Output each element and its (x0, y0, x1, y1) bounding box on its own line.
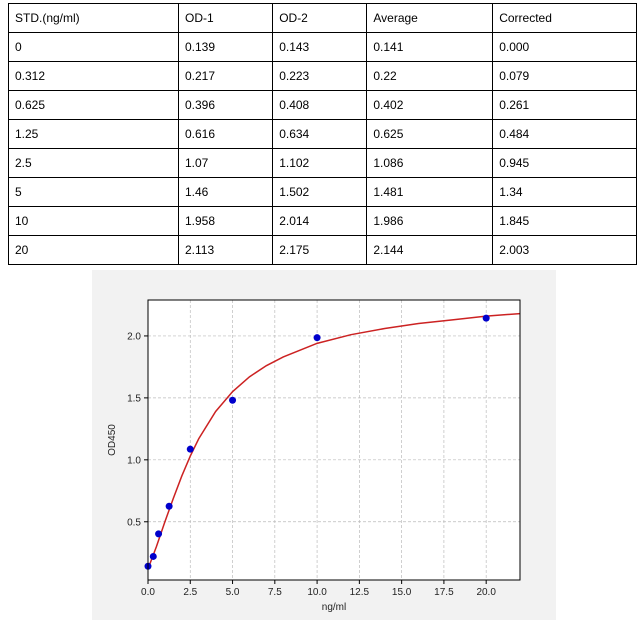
fit-curve (147, 312, 521, 570)
table-row: 0 0.139 0.143 0.141 0.000 (8, 32, 637, 62)
table-cell: 5 (8, 177, 179, 207)
table-cell: 1.845 (492, 206, 637, 236)
table-cell: 0.402 (366, 90, 494, 120)
data-table: STD.(ng/ml) OD-1 OD-2 Average Corrected 0 0.13… (8, 3, 637, 265)
x-tick-label: 0.0 (141, 587, 155, 598)
table-cell: 0.223 (272, 61, 368, 91)
table-cell: 2.175 (272, 235, 368, 265)
data-point (186, 445, 194, 453)
header-row: STD.(ng/ml) OD-1 OD-2 Average Corrected (8, 3, 637, 33)
table-cell: OD-1 (177, 3, 274, 33)
y-axis-label: OD450 (107, 424, 118, 456)
x-tick-label: 5.0 (226, 587, 240, 598)
table-cell: 1.086 (366, 148, 494, 178)
table-cell: 0.625 (366, 119, 494, 149)
y-tick-label: 0.5 (127, 517, 141, 528)
x-tick-label: 15.0 (392, 587, 412, 598)
table-cell: 1.07 (177, 148, 274, 178)
table-cell: 1.481 (366, 177, 494, 207)
x-tick-label: 12.5 (350, 587, 370, 598)
table-cell: 20 (8, 235, 179, 265)
table-cell: 0.616 (177, 119, 274, 149)
data-point (482, 314, 490, 322)
x-tick-label: 17.5 (434, 587, 454, 598)
table-cell: 0.22 (366, 61, 494, 91)
table-cell: 0.139 (177, 32, 274, 62)
x-tick-label: 10.0 (307, 587, 327, 598)
table-cell: 0.945 (492, 148, 637, 178)
table-cell: 2.113 (177, 235, 274, 265)
plot-frame (147, 299, 521, 581)
table-row: 0.625 0.396 0.408 0.402 0.261 (8, 90, 637, 120)
y-tick-label: 2.0 (127, 331, 141, 342)
x-axis-label: ng/ml (322, 602, 346, 613)
data-point (149, 552, 157, 560)
table-row: 5 1.46 1.502 1.481 1.34 (8, 177, 637, 207)
table-cell: 0.625 (8, 90, 179, 120)
table-cell: 0.143 (272, 32, 368, 62)
x-tick-label: 2.5 (183, 587, 197, 598)
y-tick-label: 1.5 (127, 393, 141, 404)
data-point (229, 396, 237, 404)
data-point (155, 530, 163, 538)
table-cell: 2.014 (272, 206, 368, 236)
table-cell: Average (366, 3, 494, 33)
table-cell: 2.003 (492, 235, 637, 265)
table-cell: 0.408 (272, 90, 368, 120)
plot-area (148, 300, 520, 580)
table-cell: STD.(ng/ml) (8, 3, 179, 33)
table-row: 10 1.958 2.014 1.986 1.845 (8, 206, 637, 236)
x-tick-label: 7.5 (268, 587, 282, 598)
y-tick-label: 1.0 (127, 455, 141, 466)
data-point (313, 334, 321, 342)
table-cell: Corrected (492, 3, 637, 33)
x-tick-label: 20.0 (476, 587, 496, 598)
table-row: 20 2.113 2.175 2.144 2.003 (8, 235, 637, 265)
table-cell: 2.144 (366, 235, 494, 265)
data-point (165, 502, 173, 510)
